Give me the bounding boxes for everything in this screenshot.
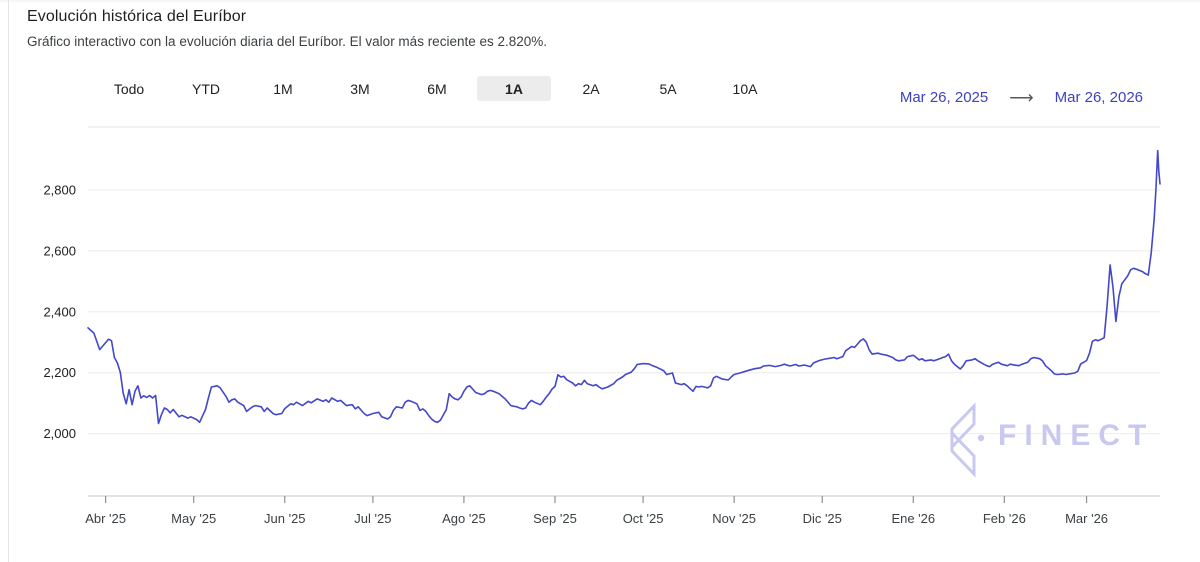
watermark-logo-dot: [977, 434, 985, 442]
y-axis-label: 2,400: [43, 304, 76, 319]
series-line: [87, 149, 1161, 425]
range-button-2a[interactable]: 2A: [554, 76, 628, 101]
x-axis-label: Jul '25: [354, 511, 391, 526]
watermark-logo-top: [950, 402, 976, 451]
range-selector: Todo YTD 1M 3M 6M 1A 2A 5A 10A: [92, 76, 782, 101]
watermark-text: FINECT: [998, 419, 1154, 452]
y-axis-label: 2,200: [43, 365, 76, 380]
y-axis-label: 2,800: [43, 183, 76, 198]
y-axis-label: 2,600: [43, 243, 76, 258]
date-range-end[interactable]: Mar 26, 2026: [1054, 88, 1143, 106]
range-button-1m[interactable]: 1M: [246, 76, 320, 101]
arrow-right-icon: ⟶: [1009, 87, 1034, 107]
x-axis-label: Dic '25: [803, 511, 842, 526]
range-button-ytd[interactable]: YTD: [169, 76, 243, 101]
range-button-6m[interactable]: 6M: [400, 76, 474, 101]
x-axis-label: Sep '25: [533, 511, 577, 526]
x-axis-label: Feb '26: [983, 511, 1026, 526]
watermark-logo-bottom: [950, 429, 976, 478]
card-left-border: [8, 0, 9, 562]
x-axis-label: Jun '25: [264, 511, 306, 526]
x-axis-label: Nov '25: [712, 511, 756, 526]
card-top-border: [0, 0, 1200, 2]
range-button-todo[interactable]: Todo: [92, 76, 166, 101]
x-axis-label: Abr '25: [85, 511, 126, 526]
range-button-5a[interactable]: 5A: [631, 76, 705, 101]
y-axis-label: 2,000: [43, 426, 76, 441]
range-button-3m[interactable]: 3M: [323, 76, 397, 101]
x-axis-label: Mar '26: [1065, 511, 1108, 526]
date-range: Mar 26, 2025 ⟶ Mar 26, 2026: [900, 86, 1143, 108]
euribor-line-chart[interactable]: 2,000 2,200 2,400 2,600 2,800 FINECT Abr '25 Ma…: [0, 110, 1200, 562]
page-title: Evolución histórica del Euríbor: [27, 8, 247, 25]
x-axis-label: Ene '26: [891, 511, 935, 526]
range-button-10a[interactable]: 10A: [708, 76, 782, 101]
x-axis-label: Oct '25: [623, 511, 664, 526]
x-axis-label: Ago '25: [442, 511, 486, 526]
range-button-1a[interactable]: 1A: [477, 76, 551, 101]
date-range-start[interactable]: Mar 26, 2025: [899, 88, 989, 106]
chart-description: Gráfico interactivo con la evolución dia…: [27, 34, 548, 49]
x-axis-label: May '25: [171, 511, 216, 526]
